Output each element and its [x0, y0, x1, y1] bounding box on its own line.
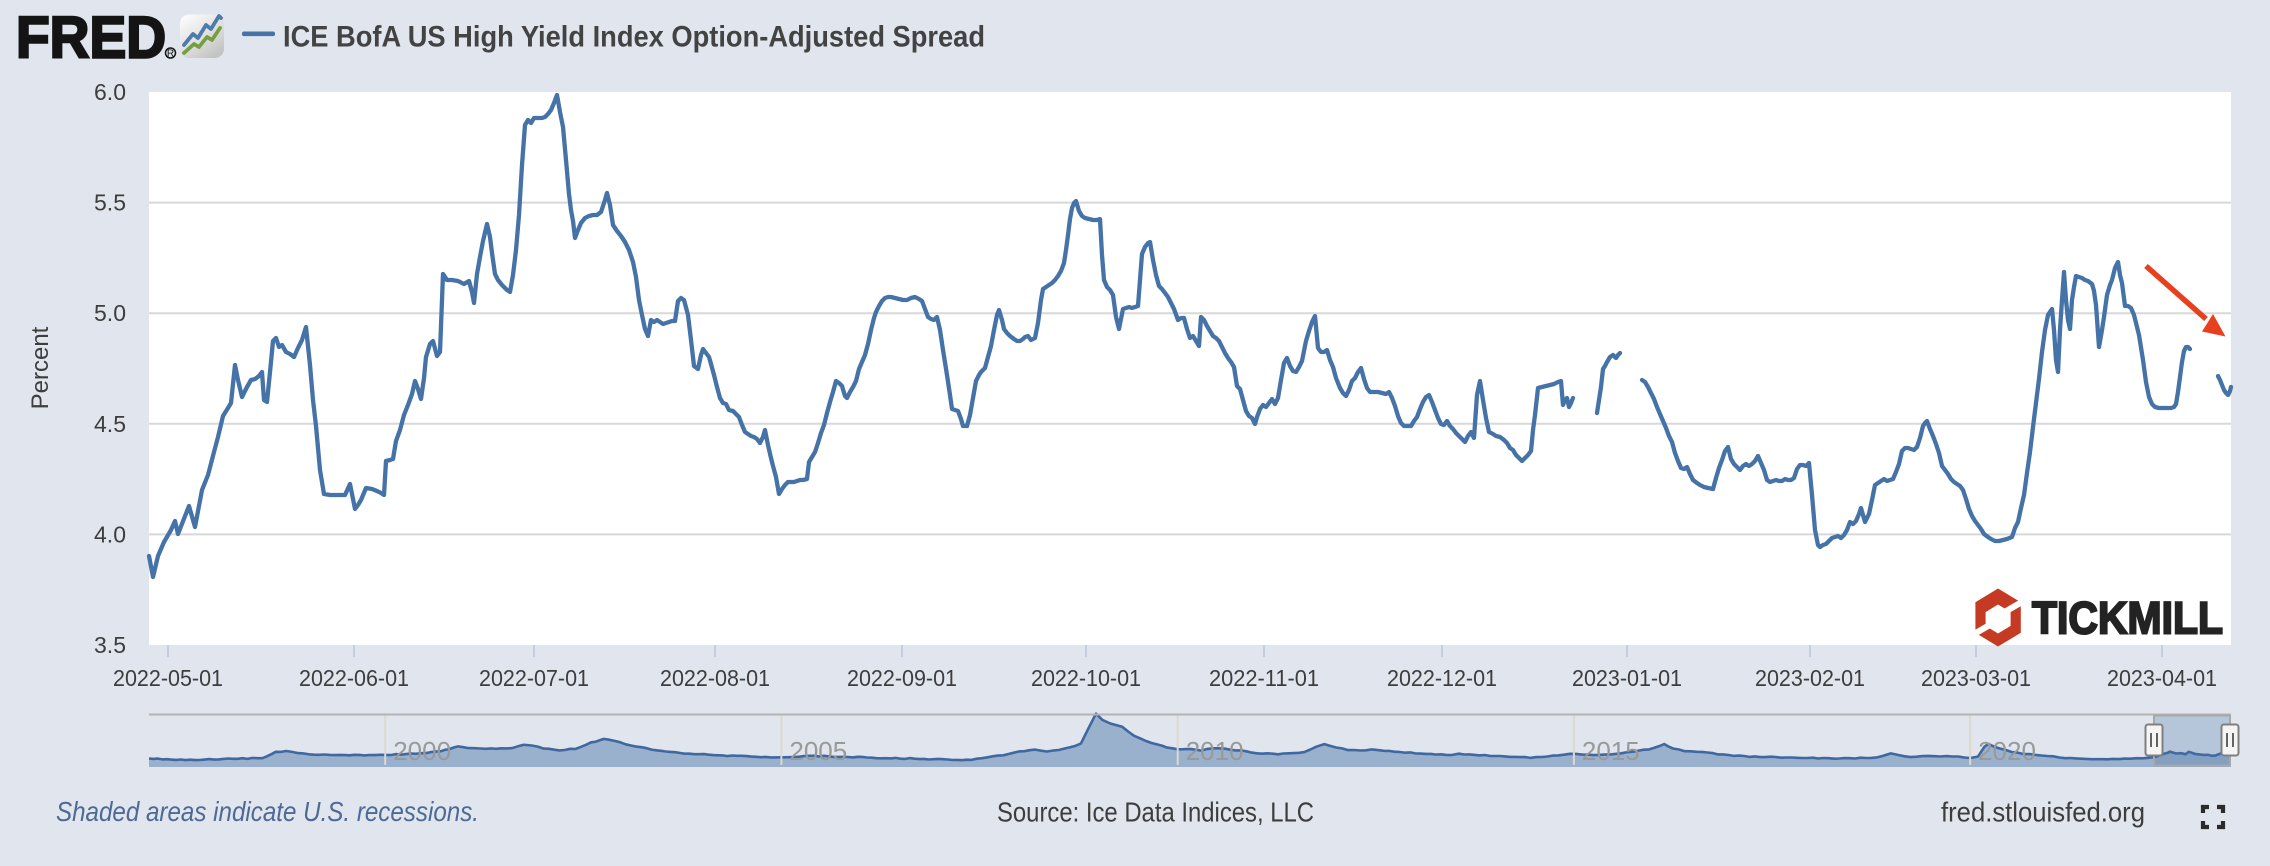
svg-text:2023-04-01: 2023-04-01 [2107, 665, 2217, 691]
svg-text:6.0: 6.0 [94, 79, 126, 105]
svg-text:FRED: FRED [16, 6, 166, 71]
svg-text:3.5: 3.5 [94, 632, 126, 658]
svg-text:4.0: 4.0 [94, 521, 126, 547]
svg-text:2015: 2015 [1582, 736, 1640, 766]
svg-text:2022-06-01: 2022-06-01 [299, 665, 409, 691]
svg-text:2023-02-01: 2023-02-01 [1755, 665, 1865, 691]
svg-text:Source: Ice Data Indices, LLC: Source: Ice Data Indices, LLC [997, 797, 1314, 828]
svg-text:2022-08-01: 2022-08-01 [660, 665, 770, 691]
svg-text:5.5: 5.5 [94, 190, 126, 216]
svg-text:2005: 2005 [789, 736, 847, 766]
svg-text:2010: 2010 [1186, 736, 1244, 766]
svg-text:2022-07-01: 2022-07-01 [479, 665, 589, 691]
svg-text:R: R [167, 49, 174, 60]
svg-text:Percent: Percent [27, 326, 54, 409]
svg-text:2022-11-01: 2022-11-01 [1209, 665, 1319, 691]
svg-text:TICKMILL: TICKMILL [2032, 593, 2223, 644]
svg-text:Shaded areas indicate U.S. rec: Shaded areas indicate U.S. recessions. [56, 796, 479, 827]
svg-text:4.5: 4.5 [94, 411, 126, 437]
svg-text:ICE BofA US High Yield Index O: ICE BofA US High Yield Index Option-Adju… [283, 20, 985, 53]
svg-text:2022-09-01: 2022-09-01 [847, 665, 957, 691]
svg-text:fred.stlouisfed.org: fred.stlouisfed.org [1941, 797, 2145, 828]
svg-text:2023-03-01: 2023-03-01 [1921, 665, 2031, 691]
svg-text:2020: 2020 [1978, 736, 2036, 766]
svg-text:2022-10-01: 2022-10-01 [1031, 665, 1141, 691]
svg-text:2022-05-01: 2022-05-01 [113, 665, 223, 691]
svg-text:2022-12-01: 2022-12-01 [1387, 665, 1497, 691]
svg-text:2023-01-01: 2023-01-01 [1572, 665, 1682, 691]
svg-text:2000: 2000 [393, 736, 451, 766]
svg-text:5.0: 5.0 [94, 300, 126, 326]
